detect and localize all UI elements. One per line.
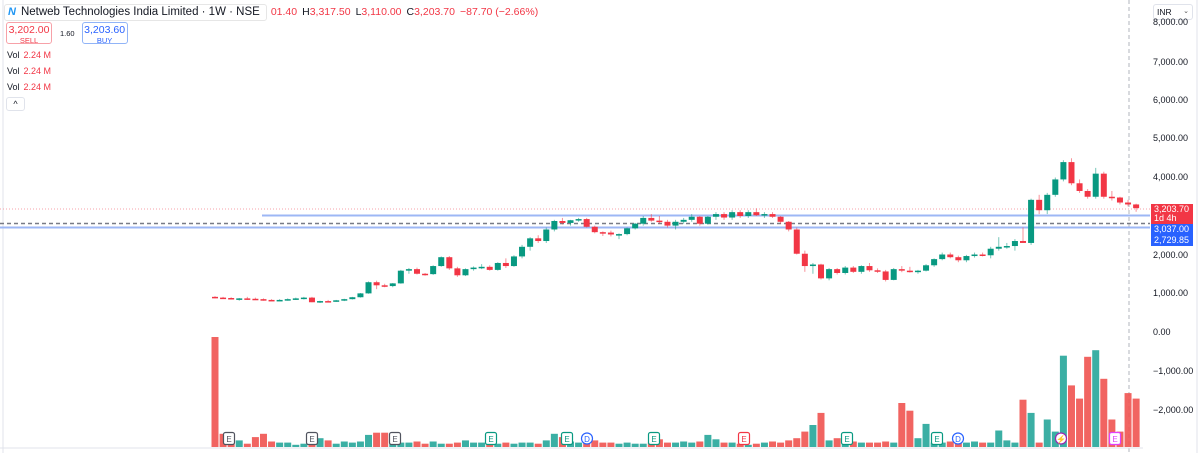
currency-value: INR: [1157, 7, 1172, 17]
line-price-tag-1: 3,037.00: [1151, 224, 1193, 235]
indicator-vol-2[interactable]: Vol 2.24 M: [7, 66, 51, 76]
indicator-value: 2.24 M: [23, 82, 52, 92]
indicator-value: 2.24 M: [23, 66, 52, 76]
svg-text:E: E: [844, 435, 849, 444]
buy-button[interactable]: 3,203.60 BUY: [81, 22, 128, 45]
buy-price: 3,203.60: [84, 24, 126, 36]
spread-value: 1.60: [60, 28, 75, 38]
axis-tick-label: 8,000.00: [1153, 17, 1189, 27]
buy-label: BUY: [96, 36, 113, 45]
axis-tick-label: 0.00: [1153, 327, 1171, 337]
svg-text:E: E: [309, 435, 314, 444]
svg-text:E: E: [564, 435, 569, 444]
last-price-tag: 3,203.70 1d 4h: [1151, 204, 1193, 224]
line-price-2: 2,729.85: [1154, 235, 1190, 245]
axis-tick-label: 4,000.00: [1153, 172, 1189, 182]
ohlc-high-label: H: [302, 6, 310, 18]
ohlc-low-label: L: [355, 6, 362, 18]
trade-buttons: 3,202.00 SELL 1.60 3,203.60 BUY: [6, 22, 128, 45]
chevron-down-icon: ⌄: [1183, 8, 1189, 15]
indicator-vol-1[interactable]: Vol 2.24 M: [7, 50, 51, 60]
axis-tick-label: −1,000.00: [1153, 366, 1194, 376]
svg-text:E: E: [741, 435, 746, 444]
indicator-label: Vol: [7, 66, 20, 76]
svg-text:E: E: [934, 435, 939, 444]
axis-tick-label: −2,000.00: [1153, 405, 1194, 415]
chevron-up-icon: ^: [13, 99, 18, 109]
sell-label: SELL: [19, 36, 39, 45]
line-price-1: 3,037.00: [1154, 224, 1190, 234]
svg-text:E: E: [488, 435, 493, 444]
line-price-tag-2: 2,729.85: [1151, 235, 1193, 246]
symbol-legend: N Netweb Technologies India Limited · 1W…: [4, 3, 543, 21]
indicator-value: 2.24 M: [23, 50, 52, 60]
symbol-logo-icon: N: [8, 6, 16, 18]
ohlc-high: 3,317.50: [309, 6, 351, 18]
axis-tick-label: 5,000.00: [1153, 133, 1189, 143]
indicator-label: Vol: [7, 50, 20, 60]
sell-price: 3,202.00: [8, 24, 50, 36]
indicator-vol-3[interactable]: Vol 2.24 M: [7, 82, 51, 92]
bar-countdown: 1d 4h: [1154, 213, 1177, 223]
svg-text:D: D: [955, 435, 961, 444]
collapse-legend-button[interactable]: ^: [6, 97, 25, 111]
ohlc-values: 01.40 H3,317.50 L3,110.00 C3,203.70 −87.70 (…: [271, 6, 543, 18]
svg-text:D: D: [584, 435, 590, 444]
symbol-title-box[interactable]: N Netweb Technologies India Limited · 1W…: [4, 3, 267, 21]
sell-button[interactable]: 3,202.00 SELL: [6, 22, 52, 45]
last-price: 3,203.70: [1154, 204, 1190, 214]
ohlc-close: 3,203.70: [414, 6, 455, 18]
svg-text:E: E: [392, 435, 397, 444]
ohlc-low: 3,110.00: [361, 6, 402, 18]
axis-tick-label: 7,000.00: [1153, 57, 1189, 67]
ohlc-open: 01.40: [270, 6, 298, 18]
symbol-title: Netweb Technologies India Limited · 1W ·…: [20, 6, 260, 18]
axis-tick-label: 6,000.00: [1153, 95, 1189, 105]
indicator-label: Vol: [7, 82, 20, 92]
ohlc-close-label: C: [406, 6, 415, 18]
axis-tick-label: 2,000.00: [1153, 250, 1189, 260]
svg-text:⚡: ⚡: [1056, 434, 1066, 444]
ohlc-change: −87.70 (−2.66%): [459, 6, 539, 18]
currency-select[interactable]: INR ⌄: [1153, 4, 1193, 20]
svg-text:E: E: [1112, 435, 1117, 444]
axis-tick-label: 1,000.00: [1153, 288, 1189, 298]
svg-text:E: E: [226, 435, 231, 444]
svg-text:E: E: [651, 435, 656, 444]
